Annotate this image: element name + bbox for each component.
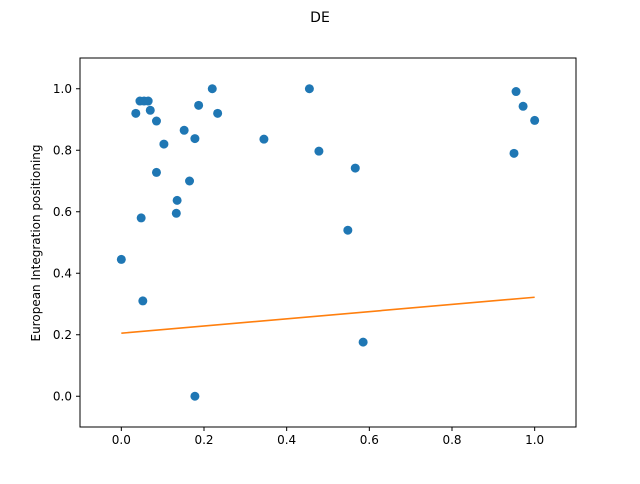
scatter-point — [145, 105, 155, 115]
scatter-point — [136, 213, 146, 223]
scatter-point — [207, 84, 217, 94]
y-tick-label: 0.8 — [53, 143, 72, 157]
scatter-point — [314, 146, 324, 156]
y-tick-label: 0.4 — [53, 266, 72, 280]
scatter-point — [358, 337, 368, 347]
scatter-point — [511, 87, 521, 97]
scatter-point — [151, 116, 161, 126]
x-tick-label: 1.0 — [525, 433, 544, 447]
x-tick-label: 0.8 — [442, 433, 461, 447]
scatter-point — [138, 296, 148, 306]
y-tick-label: 0.2 — [53, 328, 72, 342]
x-tick-label: 0.0 — [112, 433, 131, 447]
x-tick-label: 0.2 — [194, 433, 213, 447]
y-axis-label: European Integration positioning — [29, 145, 43, 342]
scatter-point — [259, 134, 269, 144]
scatter-point — [179, 125, 189, 135]
scatter-point — [343, 225, 353, 235]
plot-area — [116, 84, 540, 401]
scatter-point — [213, 108, 223, 118]
scatter-point — [190, 391, 200, 401]
scatter-point — [159, 139, 169, 149]
scatter-point — [518, 101, 528, 111]
y-tick-label: 0.0 — [53, 389, 72, 403]
scatter-point — [530, 115, 540, 125]
y-tick-label: 0.6 — [53, 205, 72, 219]
scatter-point — [172, 195, 182, 205]
scatter-point — [190, 134, 200, 144]
scatter-point — [151, 167, 161, 177]
scatter-point — [185, 176, 195, 186]
y-tick-label: 1.0 — [53, 82, 72, 96]
scatter-point — [509, 148, 519, 158]
scatter-point — [131, 108, 141, 118]
trend-line — [121, 296, 535, 335]
chart-title: DE — [310, 10, 330, 26]
scatter-point — [171, 208, 181, 218]
scatter-point — [304, 84, 314, 94]
scatter-point — [194, 100, 204, 110]
scatter-point — [116, 254, 126, 264]
plot-frame — [79, 57, 577, 428]
x-tick-label: 0.4 — [277, 433, 296, 447]
scatter-point — [350, 163, 360, 173]
axes: 0.0 0.2 0.4 0.6 0.8 1.0 0.0 0.2 0.4 0.6 0.8 1.0 — [53, 57, 577, 447]
x-tick-label: 0.6 — [360, 433, 379, 447]
scatter-point — [143, 96, 153, 106]
